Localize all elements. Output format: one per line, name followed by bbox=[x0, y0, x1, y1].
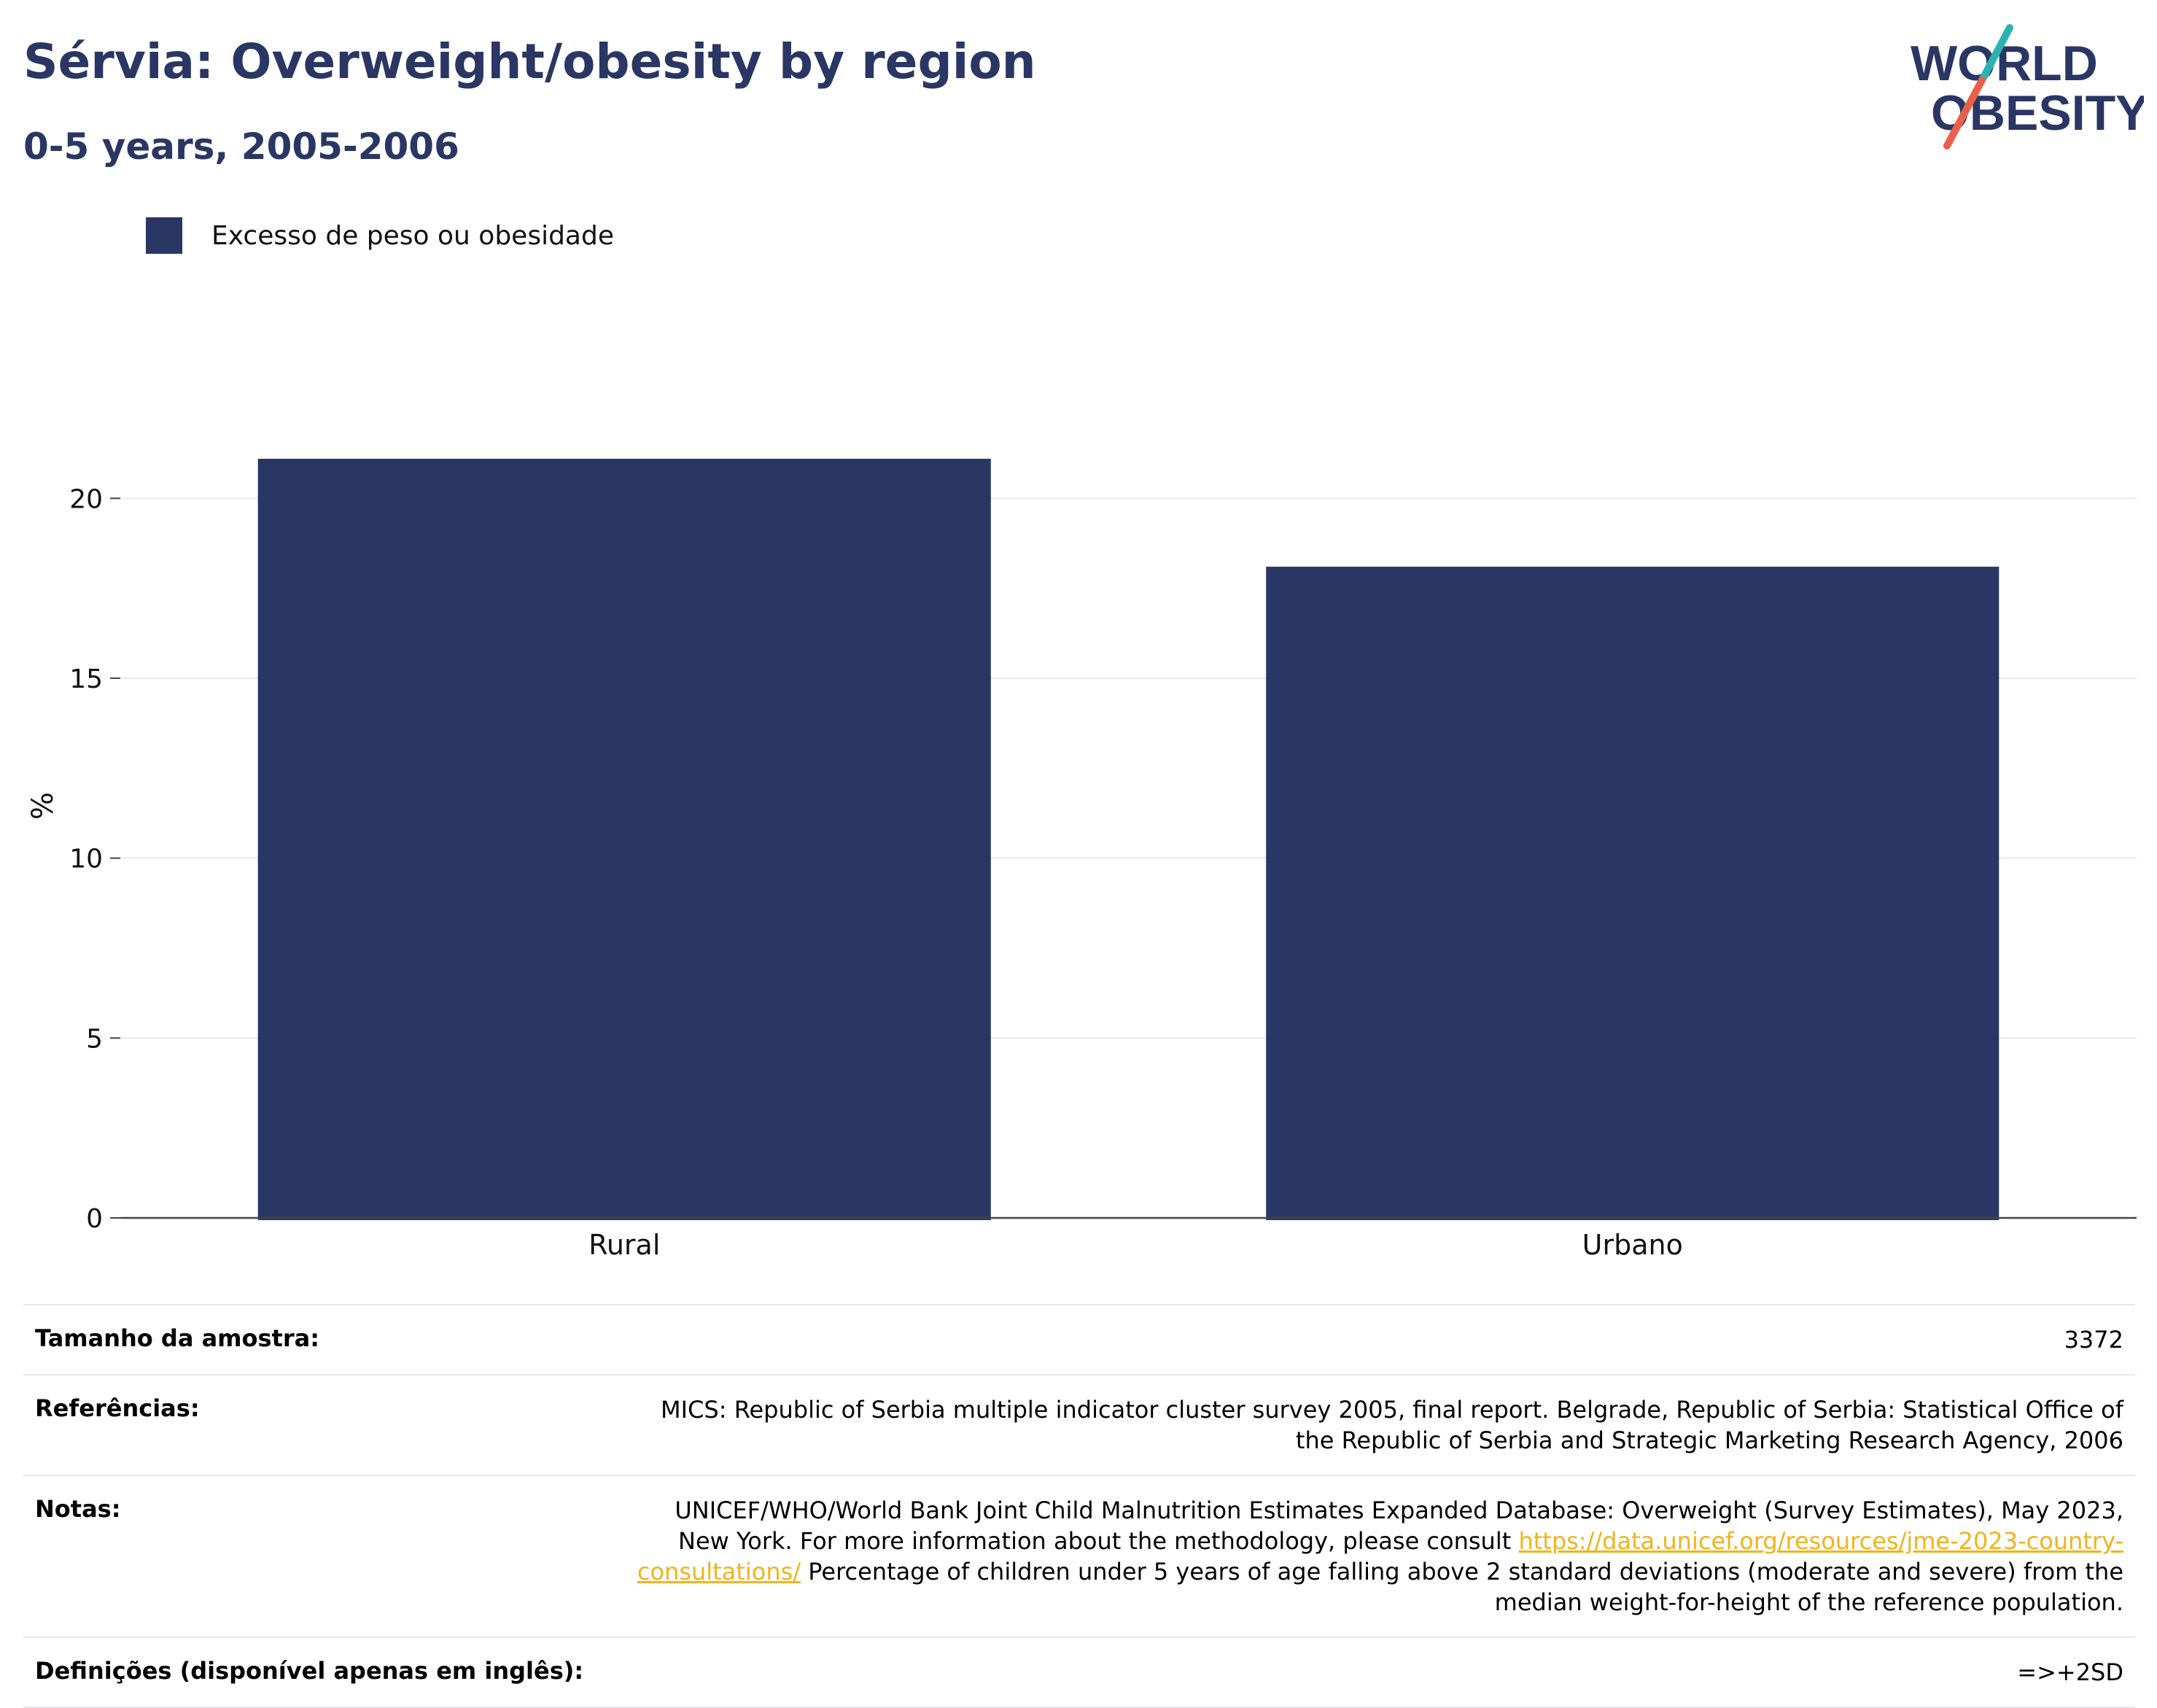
notes-row: Notas: UNICEF/WHO/World Bank Joint Child… bbox=[23, 1475, 2135, 1637]
y-tick-label-0: 0 bbox=[86, 1204, 103, 1234]
references-value: MICS: Republic of Serbia multiple indica… bbox=[661, 1396, 2123, 1454]
references-row: Referências: MICS: Republic of Serbia mu… bbox=[23, 1374, 2135, 1475]
y-tick-label-10: 10 bbox=[69, 845, 103, 874]
notes-value: UNICEF/WHO/World Bank Joint Child Malnut… bbox=[629, 1495, 2123, 1618]
y-tick-label-20: 20 bbox=[69, 484, 103, 514]
notes-label: Notas: bbox=[35, 1495, 121, 1523]
x-tick-label-urbano: Urbano bbox=[1582, 1229, 1683, 1261]
definitions-value: =>+2SD bbox=[2017, 1658, 2123, 1686]
sample-size-value: 3372 bbox=[2064, 1326, 2123, 1354]
chart-legend[interactable]: Excesso de peso ou obesidade bbox=[146, 217, 614, 254]
page-subtitle: 0-5 years, 2005-2006 bbox=[23, 125, 459, 168]
notes-link[interactable]: https://data.unicef.org/resources/jme-20… bbox=[637, 1527, 2123, 1585]
x-tick-label-rural: Rural bbox=[588, 1229, 660, 1261]
sample-size-label: Tamanho da amostra: bbox=[35, 1324, 319, 1352]
y-tick-label-5: 5 bbox=[86, 1024, 103, 1054]
y-axis-label: % bbox=[26, 792, 60, 820]
bar-rural bbox=[257, 459, 991, 1220]
y-tick-label-15: 15 bbox=[69, 664, 103, 694]
bar-urbano bbox=[1266, 567, 1999, 1220]
logo-slash-teal-icon bbox=[1978, 24, 2013, 84]
definitions-label: Definições (disponível apenas em inglês)… bbox=[35, 1657, 584, 1685]
page-title: Sérvia: Overweight/obesity by region bbox=[23, 34, 1036, 90]
legend-label: Excesso de peso ou obesidade bbox=[211, 220, 614, 251]
bar-chart: 0 5 10 15 20% Rural Urbano bbox=[26, 459, 2137, 1261]
legend-swatch bbox=[146, 217, 182, 254]
sample-size-row: Tamanho da amostra: 3372 bbox=[23, 1304, 2135, 1374]
logo-slash-red-icon bbox=[1943, 77, 1986, 150]
definitions-row: Definições (disponível apenas em inglês)… bbox=[23, 1637, 2135, 1708]
info-table: Tamanho da amostra: 3372 Referências: MI… bbox=[23, 1304, 2135, 1708]
notes-text-post: Percentage of children under 5 years of … bbox=[801, 1558, 2123, 1616]
notes-text-pre: UNICEF/WHO/World Bank Joint Child Malnut… bbox=[675, 1497, 2123, 1555]
world-obesity-logo[interactable]: WORLD OBESITY bbox=[1896, 22, 2144, 160]
references-label: Referências: bbox=[35, 1394, 200, 1422]
